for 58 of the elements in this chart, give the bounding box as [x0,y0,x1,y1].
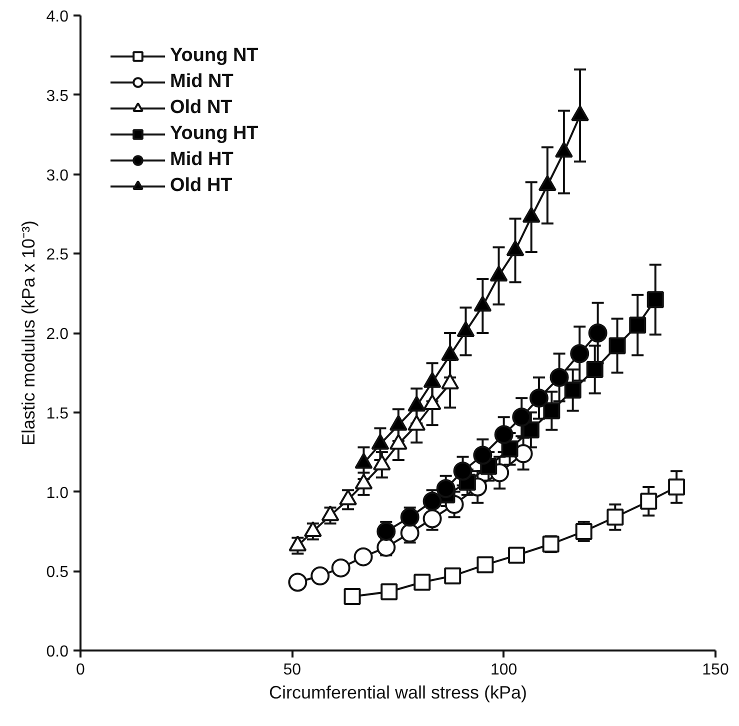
point [288,572,308,592]
y-tick-label: 1.0 [46,484,69,502]
point [554,142,573,158]
point [668,478,686,496]
point [588,324,608,342]
point [354,547,373,566]
point [456,321,475,338]
point [501,440,518,458]
point [646,291,664,308]
point [522,421,540,438]
y-tick-label: 0.5 [46,564,69,582]
point [550,368,569,387]
y-tick-label: 4.0 [46,8,69,26]
y-tick-label: 2.0 [46,326,69,343]
y-axis-title: Elastic modulus (kPa x 10⁻³) [18,220,38,446]
point [474,296,492,312]
point [444,567,462,584]
point [310,566,330,586]
y-tick-label: 1.5 [46,405,69,422]
point [490,266,508,282]
y-tick-label: 2.5 [46,246,69,264]
y-tick-label: 3.0 [46,167,69,184]
point [564,382,582,399]
point [529,388,548,408]
point [640,492,658,510]
legend-label: Young NT [170,45,258,67]
point [586,361,604,378]
x-axis-title: Circumferential wall stress (kPa) [268,682,528,702]
point [538,175,556,191]
point [331,558,350,578]
point [506,240,524,256]
point [473,446,492,465]
legend-label: Old NT [170,97,232,119]
point [629,316,646,334]
legend-label: Young HT [170,123,258,145]
point [476,556,494,574]
y-tick-label: 3.5 [46,88,69,105]
point [344,588,361,606]
point [494,425,514,444]
point [380,583,398,600]
x-tick-label: 0 [76,662,86,678]
point [571,105,590,122]
point [608,337,626,354]
point [543,402,560,420]
point [508,546,526,564]
legend-label: Mid NT [170,71,234,93]
x-tick-label: 50 [283,662,302,678]
point [522,206,540,223]
point [606,508,624,526]
point [570,344,590,364]
point [436,479,456,498]
x-tick-label: 100 [490,662,518,678]
x-tick-label: 150 [702,662,729,678]
point [512,408,532,427]
legend-label: Mid HT [170,149,234,171]
legend-label: Old HT [170,175,232,197]
point [414,574,431,591]
y-tick-label: 0.0 [46,644,69,660]
